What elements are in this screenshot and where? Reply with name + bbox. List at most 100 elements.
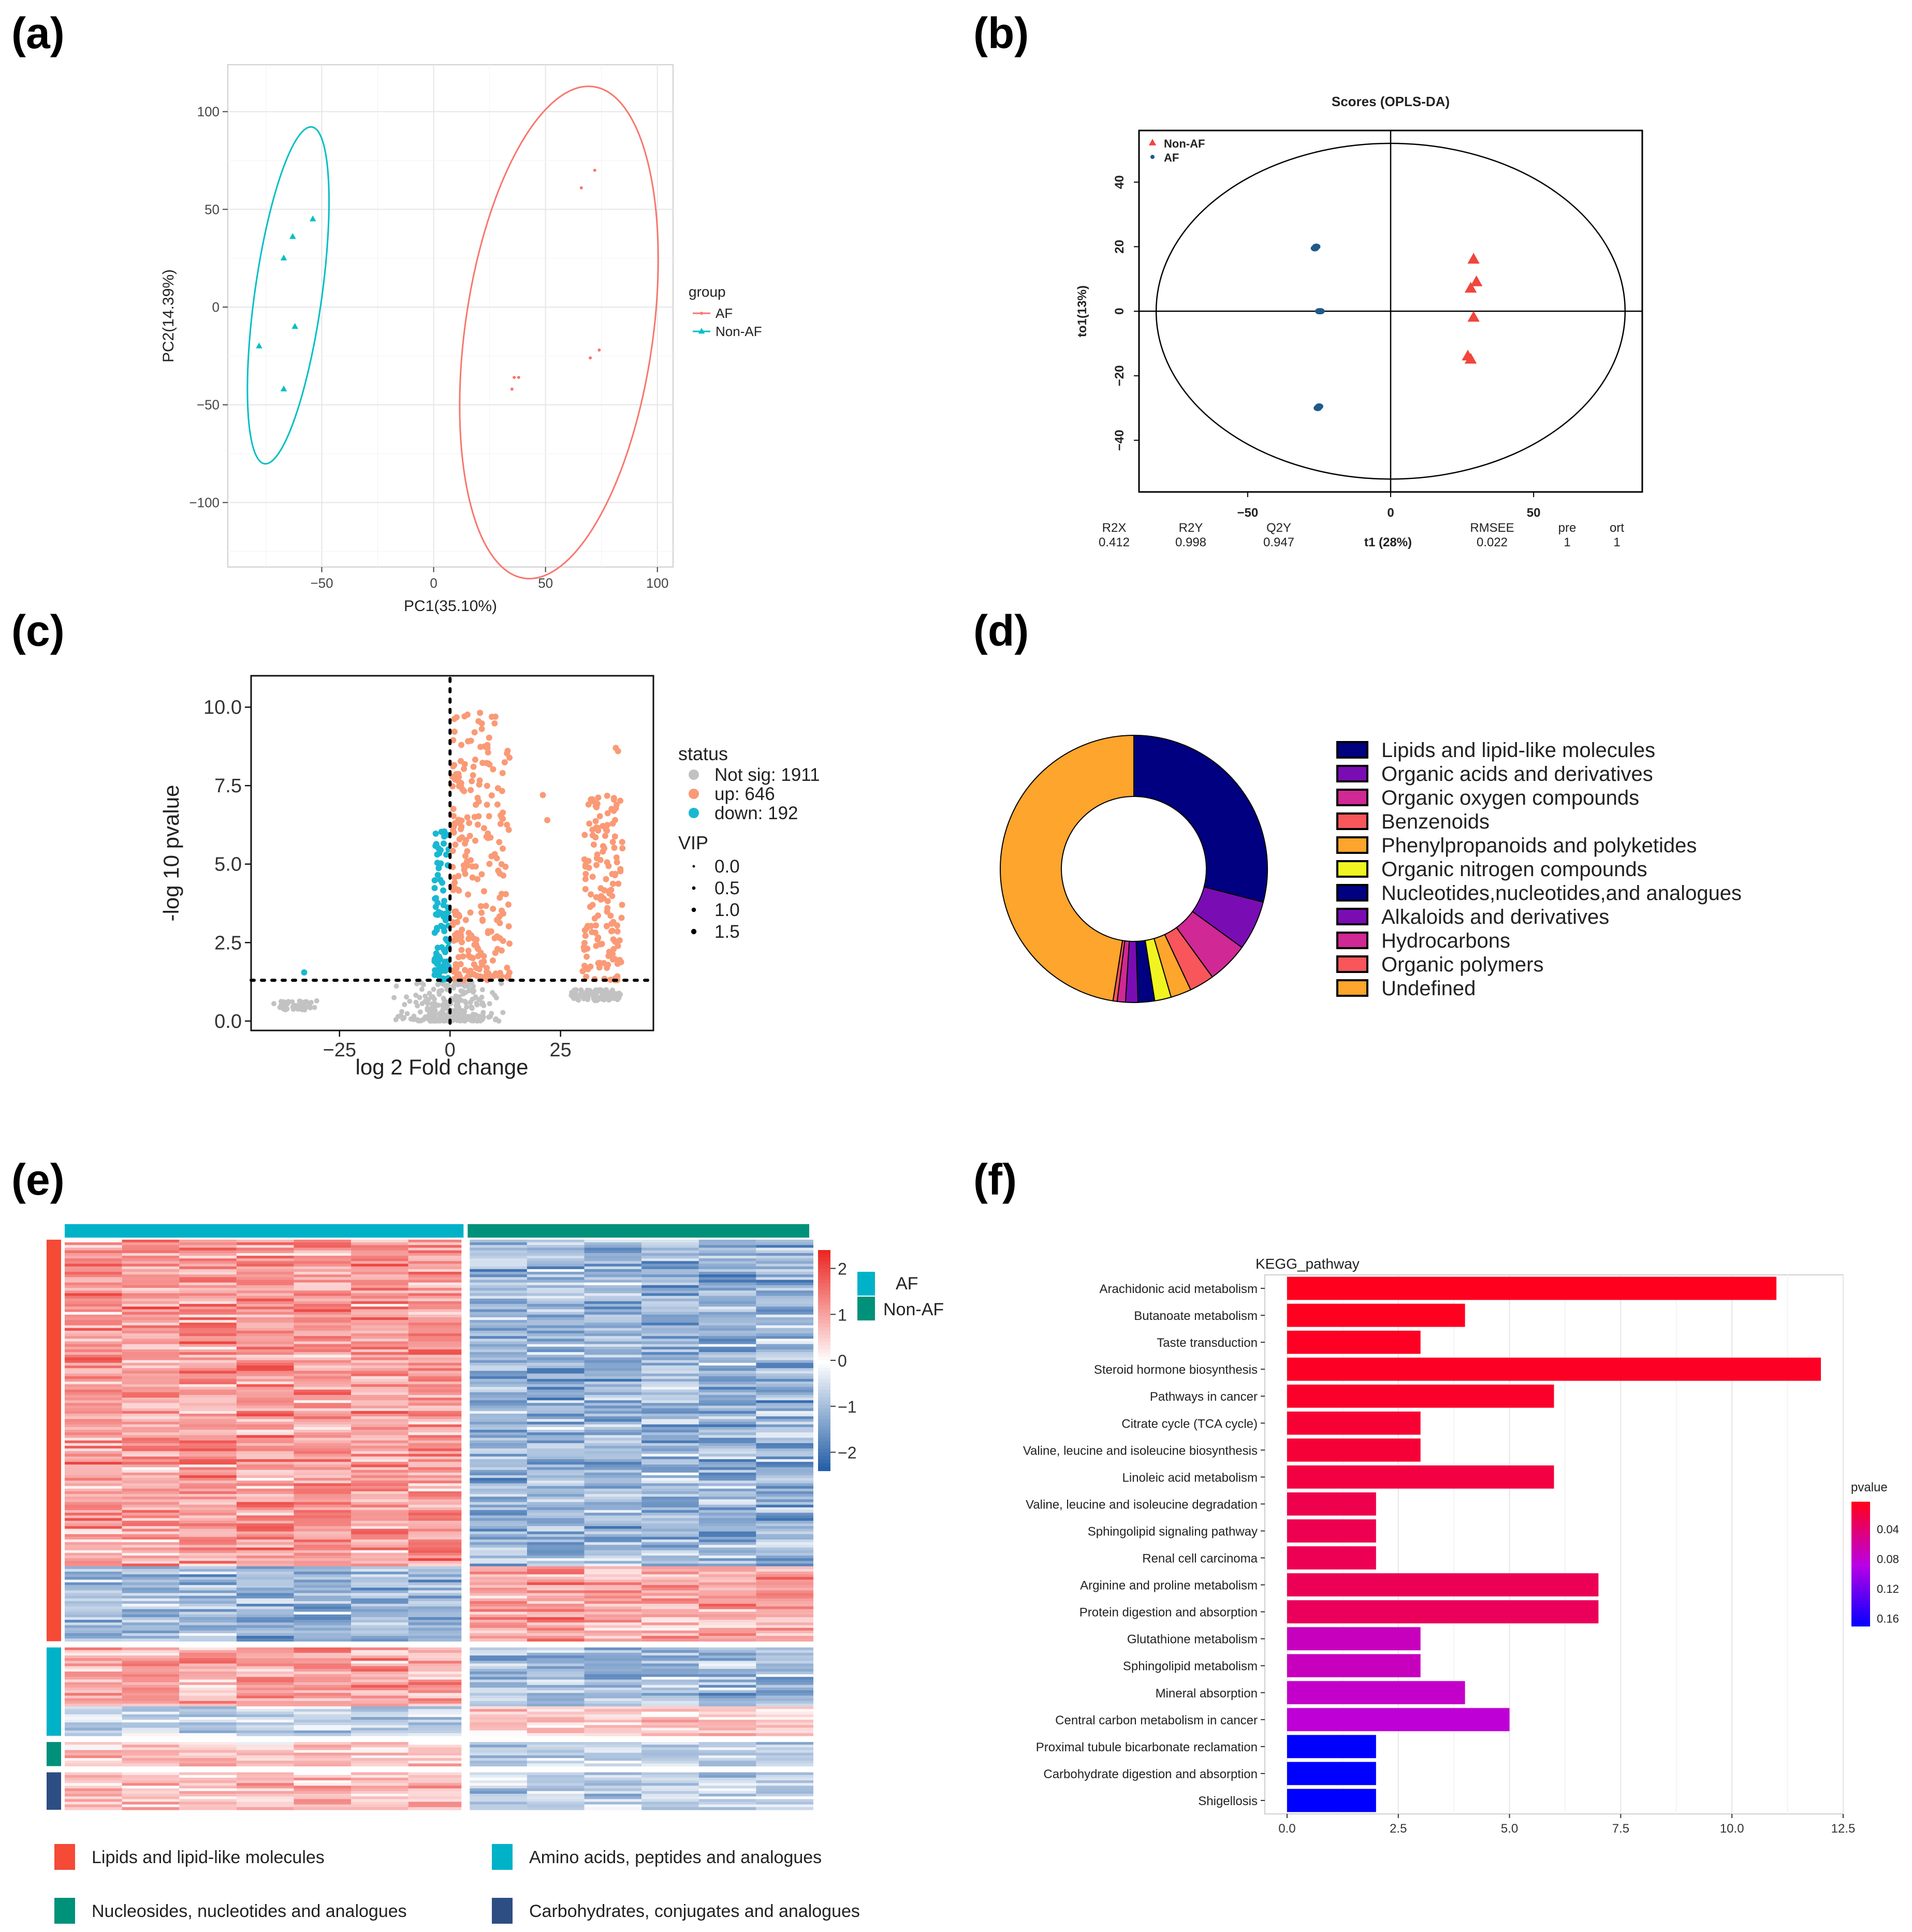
heatmap-cell <box>470 1526 527 1529</box>
heatmap-cell <box>351 1288 408 1291</box>
heatmap-cell <box>351 1614 408 1618</box>
heatmap-cell <box>527 1606 585 1610</box>
heatmap-cell <box>584 1745 642 1748</box>
heatmap-cell <box>756 1443 813 1446</box>
heatmap-cell <box>527 1556 585 1559</box>
heatmap-cell <box>65 1590 122 1594</box>
heatmap-cell <box>179 1513 237 1516</box>
heatmap-cell <box>641 1783 699 1786</box>
volcano-point-ns <box>586 994 591 999</box>
heatmap-cell <box>408 1780 462 1783</box>
heatmap-cell <box>756 1435 813 1439</box>
oplsda-point <box>1464 282 1477 293</box>
heatmap-cell <box>65 1320 122 1323</box>
heatmap-colorbar-step <box>818 1445 830 1449</box>
heatmap-cell <box>351 1323 408 1326</box>
pca-point <box>510 387 514 391</box>
heatmap-cell <box>122 1668 180 1672</box>
heatmap-cell <box>698 1400 756 1403</box>
heatmap-cell <box>294 1545 352 1548</box>
heatmap-cell <box>527 1636 585 1639</box>
heatmap-cell <box>236 1606 294 1610</box>
heatmap-cell <box>351 1400 408 1403</box>
heatmap-cell <box>641 1242 699 1245</box>
heatmap-cell <box>236 1722 294 1726</box>
heatmap-cell <box>294 1411 352 1414</box>
heatmap-cell <box>470 1706 527 1709</box>
heatmap-cell <box>122 1293 180 1297</box>
heatmap-cell <box>179 1520 237 1524</box>
heatmap-cell <box>294 1647 352 1651</box>
heatmap-cell <box>527 1802 585 1805</box>
heatmap-cell <box>756 1577 813 1580</box>
heatmap-cell <box>584 1563 642 1567</box>
heatmap-cell <box>698 1408 756 1412</box>
heatmap-cell <box>698 1320 756 1323</box>
heatmap-cell <box>351 1622 408 1626</box>
heatmap-cell <box>756 1269 813 1272</box>
heatmap-cell <box>179 1793 237 1797</box>
volcano-point-up <box>483 968 490 975</box>
volcano-point-up <box>473 936 480 943</box>
heatmap-cell <box>641 1601 699 1604</box>
heatmap-cell <box>65 1430 122 1433</box>
heatmap-cell <box>584 1245 642 1248</box>
heatmap-cell <box>122 1717 180 1720</box>
heatmap-cell <box>122 1733 180 1736</box>
heatmap-cell <box>584 1785 642 1789</box>
volcano-point-up <box>616 956 623 963</box>
donut-legend-label: Hydrocarbons <box>1381 929 1510 952</box>
heatmap-cell <box>236 1408 294 1412</box>
heatmap-cell <box>351 1414 408 1417</box>
heatmap-cell <box>179 1709 237 1712</box>
heatmap-cell <box>408 1561 462 1564</box>
heatmap-cell <box>470 1475 527 1478</box>
heatmap-cell <box>236 1796 294 1799</box>
heatmap-cell <box>236 1579 294 1583</box>
heatmap-cell <box>122 1595 180 1599</box>
volcano-y-tick-label: 2.5 <box>214 932 242 954</box>
heatmap-cell <box>641 1690 699 1693</box>
heatmap-cell <box>122 1277 180 1281</box>
heatmap-cell <box>641 1317 699 1320</box>
heatmap-cell <box>584 1285 642 1288</box>
volcano-point-up <box>494 946 501 952</box>
volcano-point-up <box>494 801 501 808</box>
heatmap-cell <box>641 1368 699 1371</box>
heatmap-cell <box>470 1684 527 1688</box>
pca-panel-border <box>227 64 674 568</box>
heatmap-cell <box>179 1590 237 1594</box>
heatmap-cell <box>351 1698 408 1702</box>
donut-legend-label: Lipids and lipid-like molecules <box>1381 739 1655 762</box>
kegg-colorbar-step <box>1851 1610 1870 1614</box>
volcano-point-up <box>502 891 509 897</box>
heatmap-cell <box>470 1652 527 1656</box>
heatmap-cell <box>756 1561 813 1564</box>
heatmap-colorbar-step <box>818 1463 830 1468</box>
heatmap-cell <box>470 1250 527 1254</box>
pca-point <box>309 215 316 222</box>
volcano-point-up <box>488 792 495 798</box>
heatmap-cell <box>179 1561 237 1564</box>
heatmap-cell <box>294 1775 352 1778</box>
heatmap-cell <box>351 1462 408 1465</box>
heatmap-cell <box>470 1727 527 1731</box>
heatmap-cell <box>179 1788 237 1792</box>
heatmap-cell <box>756 1526 813 1529</box>
heatmap-cell <box>641 1497 699 1500</box>
heatmap-cell <box>179 1384 237 1387</box>
kegg-bar <box>1287 1384 1554 1408</box>
heatmap-cell <box>698 1256 756 1259</box>
heatmap-cell <box>65 1416 122 1419</box>
volcano-point-ns <box>603 990 608 996</box>
pca-x-tick-label: −50 <box>310 575 333 591</box>
heatmap-cell <box>236 1494 294 1497</box>
volcano-point-down <box>439 944 445 951</box>
heatmap-cell <box>698 1290 756 1294</box>
heatmap-cell <box>470 1777 527 1781</box>
volcano-x-axis-label: log 2 Fold change <box>356 1055 529 1079</box>
heatmap-cell <box>756 1309 813 1313</box>
heatmap-cell <box>179 1775 237 1778</box>
heatmap-cell <box>641 1655 699 1659</box>
volcano-point-up <box>504 748 511 754</box>
